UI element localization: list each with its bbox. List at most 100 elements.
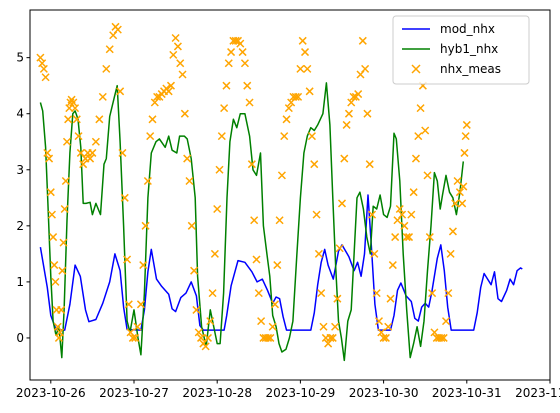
legend-marker-nhx-meas: [411, 64, 421, 74]
data-point-nhx-meas: [425, 233, 434, 242]
data-point-nhx-meas: [203, 333, 212, 342]
data-point-nhx-meas: [307, 132, 316, 141]
data-point-nhx-meas: [41, 73, 50, 82]
data-point-nhx-meas: [56, 328, 65, 337]
data-point-nhx-meas: [71, 104, 80, 113]
data-point-nhx-meas: [461, 132, 470, 141]
data-point-nhx-meas: [116, 87, 125, 96]
data-point-nhx-meas: [61, 176, 70, 186]
data-point-nhx-meas: [300, 48, 310, 57]
data-point-nhx-meas: [402, 233, 411, 242]
data-point-nhx-meas: [98, 92, 107, 101]
data-point-nhx-meas: [326, 333, 335, 342]
data-point-nhx-meas: [448, 227, 457, 236]
data-point-nhx-meas: [105, 45, 114, 54]
data-point-nhx-meas: [428, 289, 437, 298]
data-point-nhx-meas: [59, 238, 68, 247]
data-point-nhx-meas: [173, 42, 182, 51]
data-point-nhx-meas: [409, 188, 418, 197]
data-point-nhx-meas: [38, 59, 47, 68]
data-point-nhx-meas: [46, 188, 55, 197]
data-point-nhx-meas: [358, 36, 367, 45]
data-point-nhx-meas: [439, 333, 448, 342]
data-point-nhx-meas: [451, 199, 460, 208]
data-point-nhx-meas: [257, 317, 266, 326]
data-point-nhx-meas: [192, 305, 201, 314]
data-point-nhx-meas: [120, 193, 129, 202]
data-point-nhx-meas: [459, 182, 468, 191]
data-point-nhx-meas: [370, 249, 379, 258]
y-tick-label: 3: [16, 163, 24, 177]
data-point-nhx-meas: [407, 210, 416, 219]
data-point-nhx-meas: [400, 221, 409, 230]
data-point-nhx-meas: [169, 50, 178, 59]
data-point-nhx-meas: [133, 322, 142, 331]
data-point-nhx-meas: [74, 132, 83, 141]
data-point-nhx-meas: [222, 81, 231, 90]
data-point-nhx-meas: [39, 64, 48, 73]
data-point-nhx-meas: [365, 160, 374, 169]
data-point-nhx-meas: [252, 255, 261, 264]
data-point-nhx-meas: [49, 233, 58, 242]
x-tick-label: 2023-10-26: [16, 386, 86, 400]
data-point-nhx-meas: [421, 126, 430, 135]
y-tick-label: 2: [16, 219, 24, 233]
data-point-nhx-meas: [386, 294, 395, 303]
data-point-nhx-meas: [354, 90, 363, 99]
data-point-nhx-meas: [164, 87, 173, 96]
data-point-nhx-meas: [310, 160, 319, 169]
data-point-nhx-meas: [69, 98, 78, 107]
data-point-nhx-meas: [220, 104, 229, 113]
x-tick-label: 2023-10-31: [432, 386, 502, 400]
data-point-nhx-meas: [180, 109, 189, 118]
data-point-nhx-meas: [437, 333, 446, 342]
data-point-nhx-meas: [58, 266, 67, 275]
data-point-nhx-meas: [206, 317, 215, 326]
series-line-hyb1-nhx: [39, 82, 465, 362]
data-point-nhx-meas: [45, 154, 54, 163]
data-point-nhx-meas: [88, 148, 97, 157]
data-point-nhx-meas: [337, 199, 347, 208]
data-point-nhx-meas: [196, 333, 206, 342]
data-point-nhx-meas: [349, 92, 358, 101]
data-point-nhx-meas: [328, 333, 337, 342]
data-point-nhx-meas: [141, 221, 150, 230]
legend-box: [392, 15, 530, 85]
data-point-nhx-meas: [462, 120, 471, 129]
data-point-nhx-meas: [303, 64, 312, 73]
data-point-nhx-meas: [95, 115, 104, 124]
data-point-nhx-meas: [280, 132, 289, 141]
data-point-nhx-meas: [102, 64, 111, 73]
y-tick-label: 4: [16, 107, 24, 121]
data-point-nhx-meas: [118, 148, 127, 157]
series-line-mod-nhx: [39, 194, 523, 331]
data-point-nhx-meas: [243, 81, 252, 90]
data-point-nhx-meas: [391, 233, 400, 242]
data-point-nhx-meas: [91, 137, 100, 146]
data-point-nhx-meas: [123, 255, 132, 264]
data-point-nhx-meas: [342, 120, 351, 129]
legend: mod_nhx hyb1_nhx nhx_meas: [392, 15, 530, 85]
data-point-nhx-meas: [47, 210, 56, 219]
data-point-nhx-meas: [53, 322, 62, 331]
x-tick-label: 2023-11-01: [515, 386, 560, 400]
data-point-nhx-meas: [187, 221, 196, 230]
data-point-nhx-meas: [270, 300, 280, 309]
data-point-nhx-meas: [128, 333, 137, 342]
data-point-nhx-meas: [208, 289, 217, 298]
x-tick-label: 2023-10-28: [182, 386, 252, 400]
y-tick-label: 1: [16, 275, 24, 289]
data-point-nhx-meas: [236, 39, 245, 48]
data-point-nhx-meas: [361, 64, 370, 73]
data-point-nhx-meas: [194, 328, 203, 337]
data-point-nhx-meas: [381, 333, 390, 342]
data-point-nhx-meas: [153, 92, 162, 101]
data-point-nhx-meas: [340, 154, 349, 163]
data-point-nhx-meas: [57, 305, 66, 314]
data-point-nhx-meas: [79, 160, 88, 169]
data-point-nhx-meas: [395, 204, 404, 214]
data-point-nhx-meas: [254, 289, 263, 298]
data-point-nhx-meas: [333, 294, 342, 303]
data-point-nhx-meas: [444, 289, 453, 298]
legend-label-mod-nhx: mod_nhx: [440, 22, 495, 36]
